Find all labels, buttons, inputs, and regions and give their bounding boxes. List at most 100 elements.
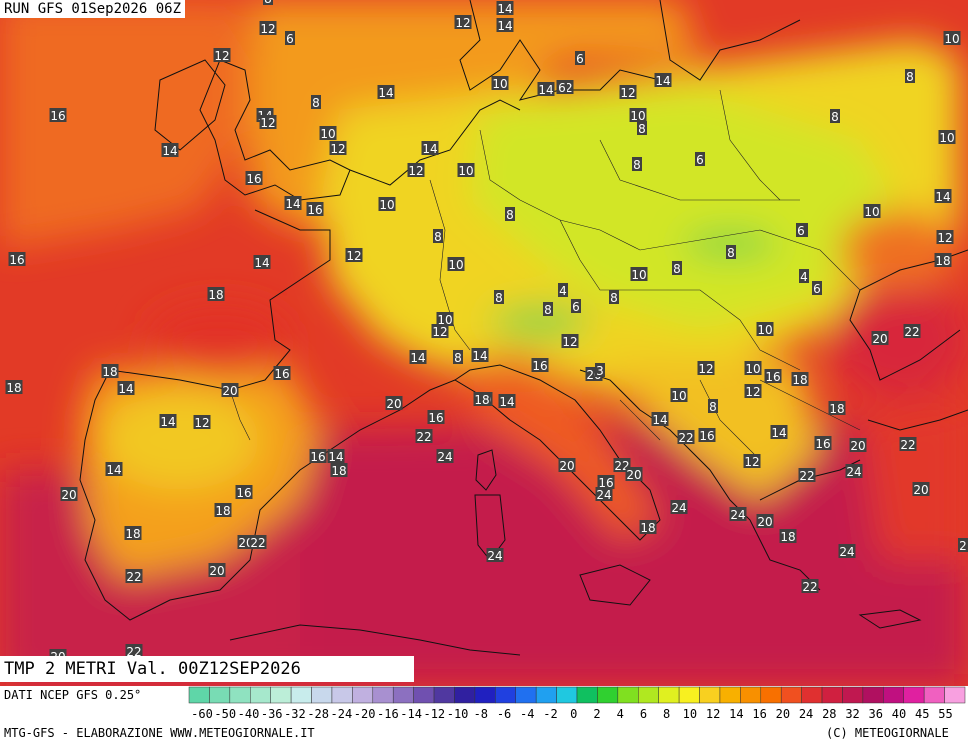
temp-label: 14 xyxy=(496,18,514,33)
temp-label-text: 14 xyxy=(935,190,950,204)
temp-label-box xyxy=(609,290,619,304)
temp-label-text: 10 xyxy=(944,32,959,46)
temp-label-box xyxy=(60,487,78,501)
temp-label-text: 16 xyxy=(236,486,251,500)
temp-label-text: 14 xyxy=(254,256,269,270)
temp-label-box xyxy=(597,475,615,489)
run-label: RUN GFS 01Sep2026 06Z xyxy=(0,0,186,18)
temp-label-box xyxy=(756,514,774,528)
temp-label-text: 24 xyxy=(730,508,745,522)
legend-tick-label: 8 xyxy=(663,707,670,721)
temp-label: 12 xyxy=(259,115,277,130)
temp-label: 8 xyxy=(708,399,718,414)
temp-label-text: 18 xyxy=(6,381,21,395)
temp-label-text: 16 xyxy=(428,411,443,425)
temp-label: 18 xyxy=(101,364,119,379)
temp-label-text: 10 xyxy=(671,389,686,403)
temp-label: 14 xyxy=(654,73,672,88)
temp-label: 10 xyxy=(938,130,956,145)
legend-box xyxy=(862,686,884,704)
temp-label: 18 xyxy=(779,529,797,544)
temp-label: 14 xyxy=(409,350,427,365)
temp-label-text: 12 xyxy=(346,249,361,263)
temp-label: 14 xyxy=(537,82,555,97)
legend-box xyxy=(535,686,557,704)
temp-label-text: 22 xyxy=(126,645,141,659)
temp-label: 12 xyxy=(213,48,231,63)
temp-label-text: 22 xyxy=(799,469,814,483)
temp-label-box xyxy=(329,141,347,155)
temp-label-box xyxy=(498,394,516,408)
legend-box xyxy=(556,686,578,704)
temp-label-text: 12 xyxy=(455,16,470,30)
legend-tick-label: -60 xyxy=(191,707,213,721)
temp-label: 16 xyxy=(235,485,253,500)
temp-label: 10 xyxy=(630,267,648,282)
temp-label: 16 xyxy=(49,108,67,123)
temp-label: 6 xyxy=(285,31,295,46)
temp-label-text: 14 xyxy=(378,86,393,100)
temp-label-box xyxy=(124,526,142,540)
temp-label-text: 14 xyxy=(538,83,553,97)
temp-label-box xyxy=(729,507,747,521)
temp-label-box xyxy=(770,425,788,439)
temp-label: 10 xyxy=(756,322,774,337)
temp-label: 14 xyxy=(327,449,345,464)
temp-label-box xyxy=(531,358,549,372)
temp-label: 10 xyxy=(863,204,881,219)
temp-label: 22 xyxy=(798,468,816,483)
temp-label-box xyxy=(558,458,576,472)
temp-label-text: 8 xyxy=(831,110,839,124)
temp-label-box xyxy=(630,267,648,281)
temp-label-box xyxy=(473,392,491,406)
temp-label-box xyxy=(117,381,135,395)
temp-label: 14 xyxy=(496,1,514,16)
temp-label: 8 xyxy=(433,229,443,244)
temp-label-box xyxy=(454,15,472,29)
legend-box xyxy=(780,686,802,704)
temp-label-box xyxy=(708,399,718,413)
temp-label-text: 8 xyxy=(727,246,735,260)
temp-label-box xyxy=(319,126,337,140)
temp-label-box xyxy=(801,579,819,593)
temp-label-box xyxy=(871,331,889,345)
temp-label-text: 12 xyxy=(698,362,713,376)
legend-tick-label: 0 xyxy=(570,707,577,721)
temp-label-box xyxy=(830,109,840,123)
temp-label: 16 xyxy=(427,410,445,425)
legend-box xyxy=(801,686,823,704)
temp-label-box xyxy=(695,152,705,166)
legend-tick-label: 14 xyxy=(729,707,743,721)
temp-label-box xyxy=(377,85,395,99)
temp-label: 18 xyxy=(5,380,23,395)
temp-label-text: 10 xyxy=(630,109,645,123)
legend-tick-label: 28 xyxy=(822,707,836,721)
temp-label-box xyxy=(537,82,555,96)
temp-label-text: 8 xyxy=(312,96,320,110)
legend-tick-label: 12 xyxy=(706,707,720,721)
temp-label-box xyxy=(557,80,567,94)
legend-box xyxy=(740,686,762,704)
legend-tick-label: 20 xyxy=(776,707,790,721)
temp-label-box xyxy=(330,463,348,477)
credit-label: MTG-GFS - ELABORAZIONE WWW.METEOGIORNALE… xyxy=(4,726,315,740)
temp-label-box xyxy=(207,287,225,301)
temp-label-box xyxy=(409,350,427,364)
temp-label-text: 24 xyxy=(839,545,854,559)
legend-tick-label: -36 xyxy=(261,707,283,721)
legend-box xyxy=(188,686,210,704)
temp-label: 10 xyxy=(943,31,961,46)
legend-box xyxy=(658,686,680,704)
temp-label: 10 xyxy=(629,108,647,123)
temp-label-text: 10 xyxy=(939,131,954,145)
temp-label-box xyxy=(415,429,433,443)
temp-label: 10 xyxy=(447,257,465,272)
temp-label-box xyxy=(208,563,226,577)
temp-label-text: 12 xyxy=(562,335,577,349)
temp-label-text: 14 xyxy=(160,415,175,429)
temp-label-box xyxy=(849,438,867,452)
temp-label-box xyxy=(838,544,856,558)
temp-label-text: 14 xyxy=(106,463,121,477)
temp-label-text: 16 xyxy=(307,203,322,217)
temp-label-box xyxy=(306,202,324,216)
